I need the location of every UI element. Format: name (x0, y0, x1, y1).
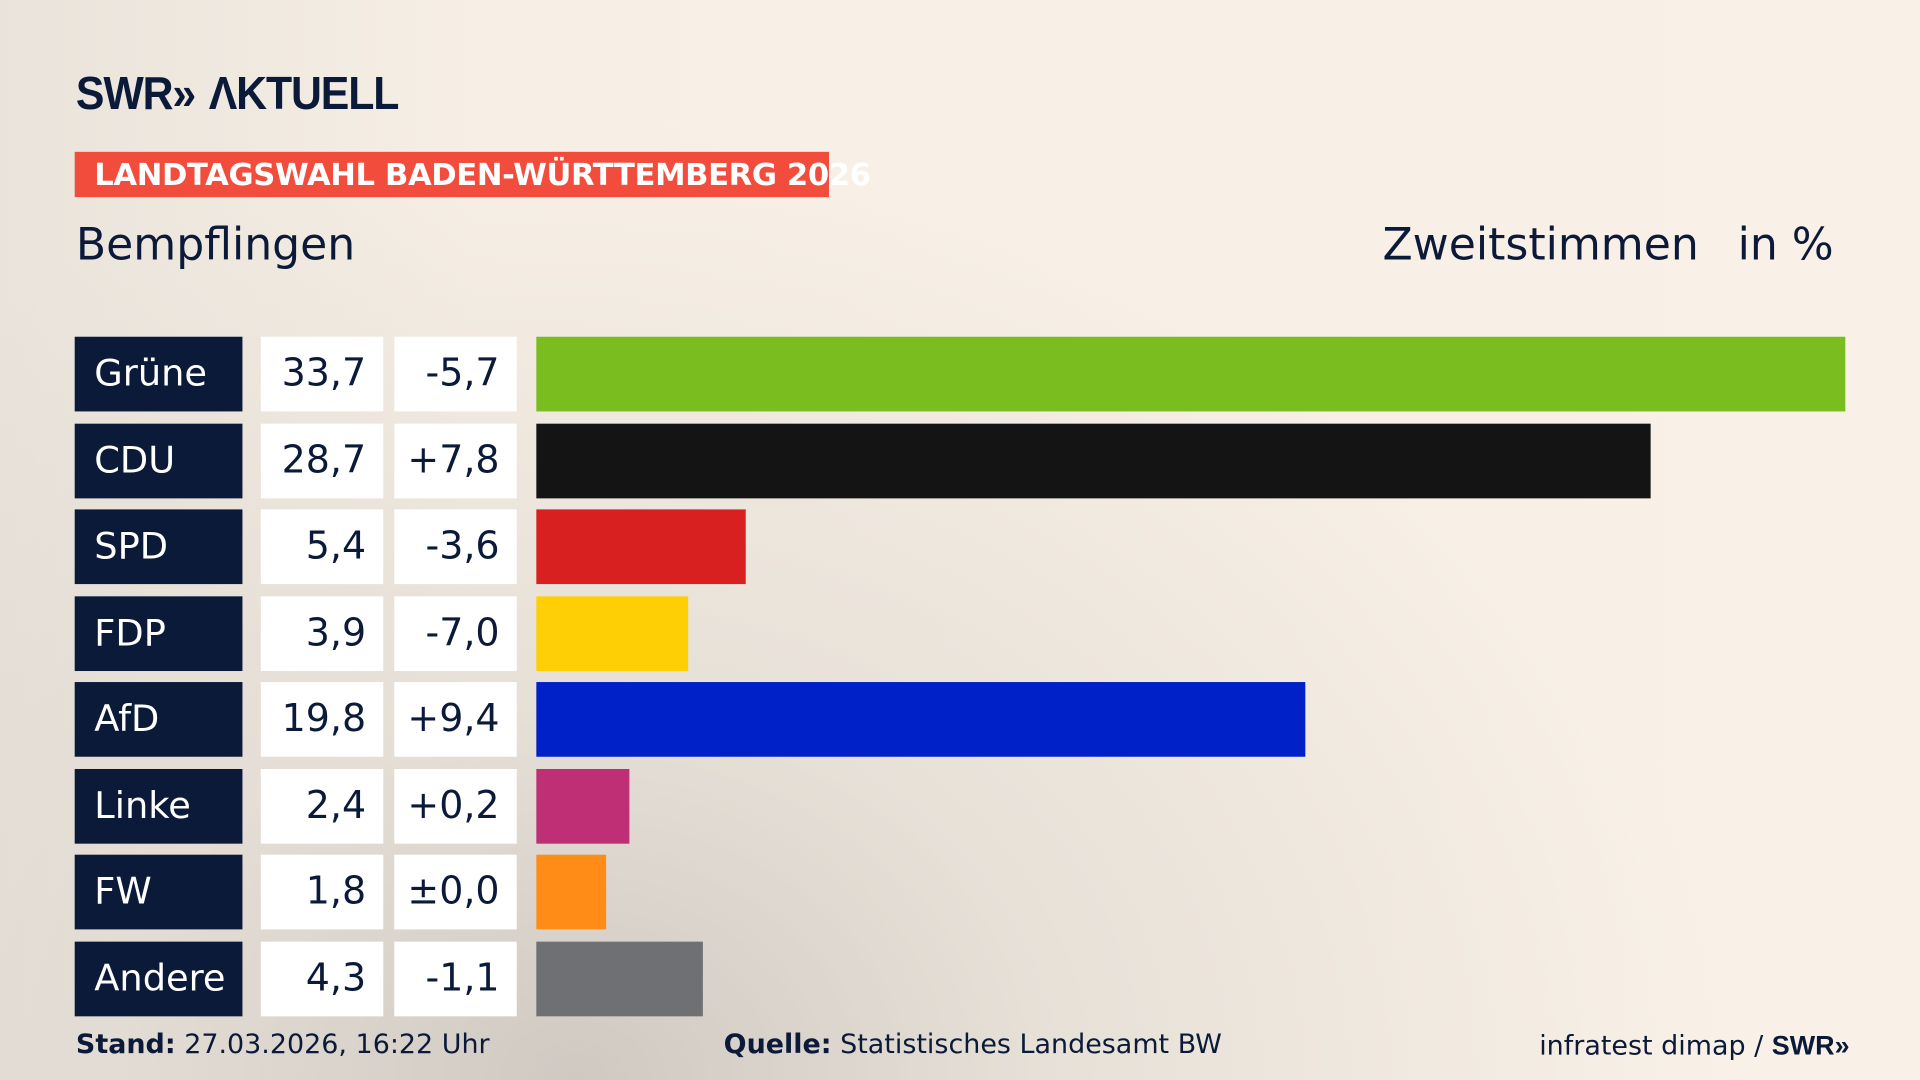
party-label: Linke (74, 768, 243, 844)
change-label: ±0,0 (394, 854, 517, 930)
place-title: Bempflingen (75, 220, 356, 271)
bar (536, 854, 607, 930)
party-label: Grüne (74, 336, 243, 412)
party-label: FW (74, 854, 243, 930)
change-label: +9,4 (394, 682, 517, 757)
change-label: +7,8 (394, 423, 517, 498)
party-label: FDP (74, 595, 243, 671)
change-label: -5,7 (394, 336, 517, 412)
value-label: 3,9 (260, 595, 384, 671)
bar (536, 941, 704, 1016)
value-label: 2,4 (260, 768, 384, 844)
election-banner: LANDTAGSWAHL BADEN-WÜRTTEMBERG 2026 (74, 151, 871, 198)
bar (536, 336, 1846, 412)
quelle-value: Statistisches Landesamt BW (840, 1029, 1222, 1061)
stand-value: 27.03.2026, 16:22 Uhr (184, 1029, 490, 1061)
bar (536, 423, 1652, 498)
stand-label: Stand: (75, 1029, 176, 1061)
change-label: -7,0 (394, 595, 517, 671)
value-label: 33,7 (260, 336, 384, 412)
credit-text: infratest dimap / (1539, 1031, 1764, 1062)
party-label: AfD (74, 682, 243, 757)
value-label: 28,7 (260, 423, 384, 498)
swr-small-logo: SWR» (1771, 1029, 1850, 1061)
bar (536, 595, 688, 671)
metric-label: Zweitstimmen (1382, 220, 1699, 271)
value-label: 19,8 (260, 682, 384, 757)
change-label: -3,6 (394, 509, 517, 585)
change-label: -1,1 (394, 941, 517, 1016)
bar (536, 509, 747, 585)
swr-aktuell-logo: SWR» ΛKTUELL (75, 68, 399, 121)
credit: infratest dimap / SWR» (1539, 1030, 1849, 1062)
party-label: SPD (74, 509, 243, 585)
value-label: 4,3 (260, 941, 384, 1016)
value-label: 5,4 (260, 509, 384, 585)
stand: Stand: 27.03.2026, 16:22 Uhr (76, 1030, 490, 1061)
value-label: 1,8 (260, 854, 384, 930)
unit-label: in % (1737, 220, 1834, 271)
bar (536, 682, 1306, 757)
change-label: +0,2 (394, 768, 517, 844)
quelle-label: Quelle: (723, 1029, 832, 1061)
party-label: Andere (74, 941, 243, 1016)
party-label: CDU (74, 423, 243, 498)
bar (536, 768, 630, 844)
quelle: Quelle: Statistisches Landesamt BW (724, 1030, 1222, 1061)
